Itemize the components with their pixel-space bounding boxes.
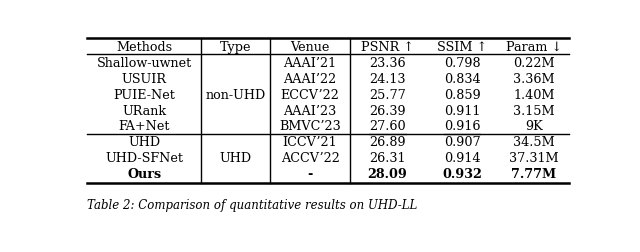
Text: PSNR ↑: PSNR ↑ [361,41,414,53]
Text: URank: URank [122,104,166,117]
Text: 34.5M: 34.5M [513,136,555,149]
Text: 1.40M: 1.40M [513,88,555,101]
Text: 0.798: 0.798 [444,56,481,69]
Text: 0.859: 0.859 [444,88,481,101]
Text: ACCV’22: ACCV’22 [280,152,339,165]
Text: ICCV’21: ICCV’21 [283,136,337,149]
Text: Type: Type [220,41,251,53]
Text: 3.15M: 3.15M [513,104,555,117]
Text: AAAI’23: AAAI’23 [284,104,337,117]
Text: SSIM ↑: SSIM ↑ [437,41,487,53]
Text: 26.31: 26.31 [369,152,406,165]
Text: UHD: UHD [128,136,160,149]
Text: 0.911: 0.911 [444,104,480,117]
Text: UHD: UHD [220,152,252,165]
Text: AAAI’21: AAAI’21 [284,56,337,69]
Text: 23.36: 23.36 [369,56,406,69]
Text: BMVC’23: BMVC’23 [279,120,341,133]
Text: 0.932: 0.932 [442,168,482,181]
Text: 25.77: 25.77 [369,88,406,101]
Text: 27.60: 27.60 [369,120,406,133]
Text: Venue: Venue [291,41,330,53]
Text: 37.31M: 37.31M [509,152,559,165]
Text: 9K: 9K [525,120,543,133]
Text: 3.36M: 3.36M [513,72,555,85]
Text: 0.22M: 0.22M [513,56,555,69]
Text: PUIE-Net: PUIE-Net [113,88,175,101]
Text: 0.916: 0.916 [444,120,481,133]
Text: 7.77M: 7.77M [511,168,557,181]
Text: 0.914: 0.914 [444,152,481,165]
Text: 26.39: 26.39 [369,104,406,117]
Text: -: - [307,168,313,181]
Text: 28.09: 28.09 [367,168,407,181]
Text: Shallow-uwnet: Shallow-uwnet [97,56,192,69]
Text: 0.834: 0.834 [444,72,481,85]
Text: 26.89: 26.89 [369,136,406,149]
Text: 24.13: 24.13 [369,72,406,85]
Text: FA+Net: FA+Net [118,120,170,133]
Text: AAAI’22: AAAI’22 [284,72,337,85]
Text: Table 2: Comparison of quantitative results on UHD-LL: Table 2: Comparison of quantitative resu… [88,199,418,211]
Text: Param ↓: Param ↓ [506,41,562,53]
Text: Ours: Ours [127,168,161,181]
Text: USUIR: USUIR [122,72,166,85]
Text: Methods: Methods [116,41,172,53]
Text: ECCV’22: ECCV’22 [280,88,339,101]
Text: non-UHD: non-UHD [205,88,266,101]
Text: 0.907: 0.907 [444,136,481,149]
Text: UHD-SFNet: UHD-SFNet [105,152,183,165]
